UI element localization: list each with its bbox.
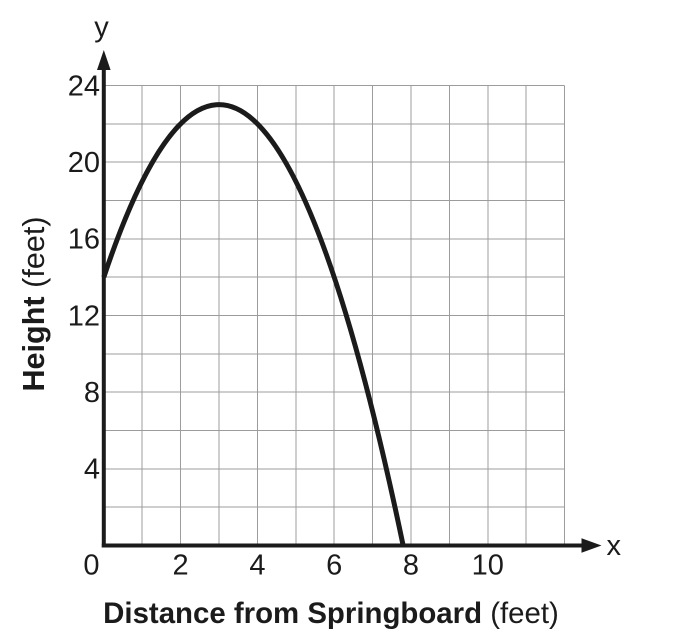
svg-text:4: 4 [84,454,100,486]
svg-text:24: 24 [68,70,100,102]
svg-text:6: 6 [326,550,342,582]
svg-text:y: y [94,12,109,44]
svg-text:2: 2 [173,550,189,582]
svg-text:12: 12 [68,300,100,332]
svg-text:0: 0 [83,550,99,582]
svg-text:8: 8 [403,550,419,582]
svg-text:Height (feet): Height (feet) [17,216,51,391]
svg-text:Distance from Springboard (fee: Distance from Springboard (feet) [103,597,559,630]
svg-text:x: x [607,530,622,562]
svg-text:4: 4 [249,550,265,582]
svg-text:20: 20 [68,147,100,179]
svg-text:16: 16 [68,224,100,256]
svg-text:10: 10 [472,550,504,582]
svg-text:8: 8 [84,377,100,409]
